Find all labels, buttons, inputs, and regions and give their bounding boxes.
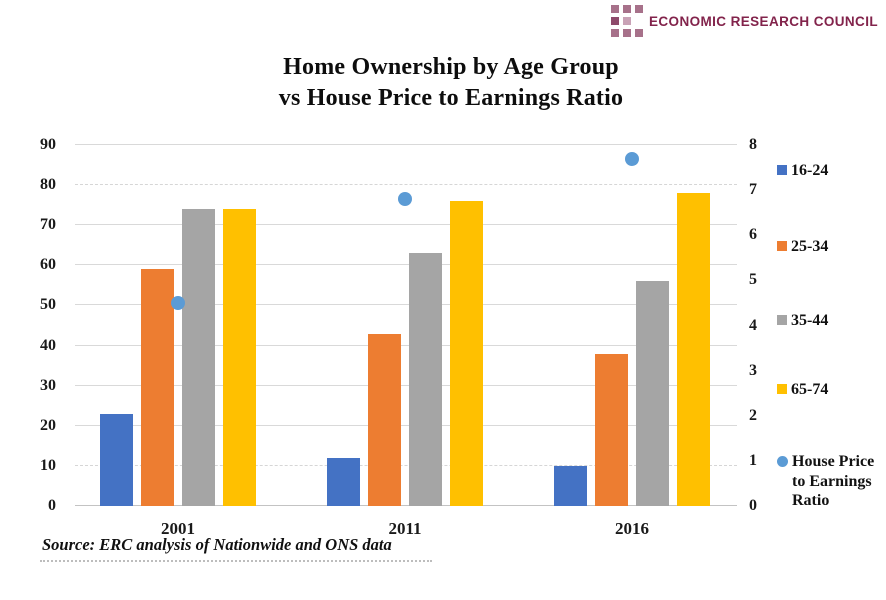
legend-item-65-74: 65-74 bbox=[777, 380, 828, 400]
logo-square-icon bbox=[610, 5, 619, 13]
bar-35-44-2016 bbox=[636, 281, 669, 506]
bar-25-34-2011 bbox=[368, 333, 401, 506]
bar-65-74-2016 bbox=[677, 193, 710, 506]
x-axis-label-2016: 2016 bbox=[615, 519, 649, 538]
bar-16-24-2011 bbox=[327, 457, 360, 506]
y-axis-left-label-60: 60 bbox=[40, 256, 56, 274]
y-axis-right-label-6: 6 bbox=[749, 226, 757, 244]
chart-title: Home Ownership by Age Group vs House Pri… bbox=[16, 52, 886, 113]
legend-swatch-house-price-to-earnings-ratio bbox=[777, 456, 788, 467]
legend-item-house-price-to-earnings-ratio: House Price to Earnings Ratio bbox=[777, 452, 885, 511]
y-axis-left-label-70: 70 bbox=[40, 216, 56, 234]
x-axis: 2001 2011 2016 bbox=[0, 519, 886, 547]
legend-item-16-24: 16-24 bbox=[777, 161, 828, 181]
legend-swatch-65-74 bbox=[777, 384, 787, 394]
plot-area bbox=[75, 144, 737, 506]
gridline-60 bbox=[75, 264, 737, 266]
logo-square-icon bbox=[634, 5, 643, 13]
chart-title-line2: vs House Price to Earnings Ratio bbox=[278, 84, 624, 111]
legend: 16-24 25-34 35-44 65-74 House Price to Earni… bbox=[777, 150, 885, 560]
y-axis-left-label-0: 0 bbox=[48, 497, 56, 514]
y-axis-left-label-20: 20 bbox=[40, 416, 56, 434]
x-axis-line bbox=[75, 505, 737, 506]
bar-16-24-2001 bbox=[100, 413, 133, 506]
erc-logo: ECONOMIC RESEARCH COUNCIL bbox=[610, 5, 878, 37]
bar-group-2011 bbox=[327, 201, 483, 506]
bar-35-44-2001 bbox=[182, 209, 215, 506]
logo-square-icon bbox=[622, 5, 631, 13]
bar-25-34-2001 bbox=[141, 269, 174, 506]
y-axis-right-label-4: 4 bbox=[749, 316, 757, 334]
bar-65-74-2001 bbox=[223, 209, 256, 506]
erc-logo-text: ECONOMIC RESEARCH COUNCIL bbox=[648, 13, 878, 29]
legend-item-25-34: 25-34 bbox=[777, 237, 828, 257]
y-axis-right-label-8: 8 bbox=[749, 136, 757, 153]
legend-swatch-35-44 bbox=[777, 315, 787, 325]
erc-logo-squares-icon bbox=[610, 5, 643, 37]
gridline-40 bbox=[75, 344, 737, 346]
gridline-90 bbox=[75, 144, 737, 145]
source-note: Source: ERC analysis of Nationwide and O… bbox=[42, 535, 392, 554]
gridline-70 bbox=[75, 224, 737, 226]
bar-65-74-2011 bbox=[450, 201, 483, 506]
logo-square-icon bbox=[610, 29, 619, 37]
bar-group-2016 bbox=[554, 193, 710, 506]
y-axis-right-label-0: 0 bbox=[749, 497, 757, 514]
legend-label-35-44: 35-44 bbox=[791, 312, 829, 329]
bar-35-44-2011 bbox=[409, 253, 442, 506]
scatter-point-2016 bbox=[625, 151, 639, 166]
y-axis-right-label-1: 1 bbox=[749, 451, 757, 469]
y-axis-left-label-80: 80 bbox=[40, 176, 56, 194]
y-axis-right-label-5: 5 bbox=[749, 271, 757, 289]
y-axis-left-label-10: 10 bbox=[40, 456, 56, 474]
legend-label-house-price-to-earnings-ratio: House Price to Earnings Ratio bbox=[792, 453, 875, 510]
y-axis-right: 0 1 2 3 4 5 6 7 8 bbox=[744, 136, 762, 514]
source-underline bbox=[40, 560, 432, 562]
legend-label-16-24: 16-24 bbox=[791, 162, 829, 179]
chart-title-line1: Home Ownership by Age Group bbox=[283, 54, 619, 80]
y-axis-left-label-30: 30 bbox=[40, 376, 56, 394]
scatter-point-2011 bbox=[398, 192, 412, 207]
gridline-50 bbox=[75, 304, 737, 306]
gridline-10 bbox=[75, 464, 737, 466]
gridline-20 bbox=[75, 424, 737, 426]
bar-group-2001 bbox=[100, 209, 256, 506]
legend-swatch-16-24 bbox=[777, 165, 787, 175]
bar-16-24-2016 bbox=[554, 465, 587, 506]
y-axis-left: 0 10 20 30 40 50 60 70 80 90 bbox=[0, 136, 56, 514]
y-axis-left-label-90: 90 bbox=[40, 136, 56, 153]
x-axis-label-2001: 2001 bbox=[161, 519, 195, 538]
legend-item-35-44: 35-44 bbox=[777, 311, 828, 331]
bar-25-34-2016 bbox=[595, 353, 628, 506]
y-axis-right-label-3: 3 bbox=[749, 361, 757, 379]
y-axis-left-label-40: 40 bbox=[40, 336, 56, 354]
y-axis-right-label-7: 7 bbox=[749, 181, 757, 199]
x-axis-label-2011: 2011 bbox=[388, 519, 422, 538]
logo-square-icon bbox=[622, 17, 631, 25]
legend-label-25-34: 25-34 bbox=[791, 238, 829, 255]
logo-square-icon bbox=[610, 17, 619, 25]
gridline-80 bbox=[75, 184, 737, 186]
legend-swatch-25-34 bbox=[777, 241, 787, 251]
y-axis-right-label-2: 2 bbox=[749, 406, 757, 424]
logo-square-icon bbox=[622, 29, 631, 37]
gridline-30 bbox=[75, 384, 737, 386]
legend-label-65-74: 65-74 bbox=[791, 381, 829, 398]
logo-square-icon bbox=[634, 29, 643, 37]
y-axis-left-label-50: 50 bbox=[40, 296, 56, 314]
scatter-point-2001 bbox=[171, 295, 185, 310]
